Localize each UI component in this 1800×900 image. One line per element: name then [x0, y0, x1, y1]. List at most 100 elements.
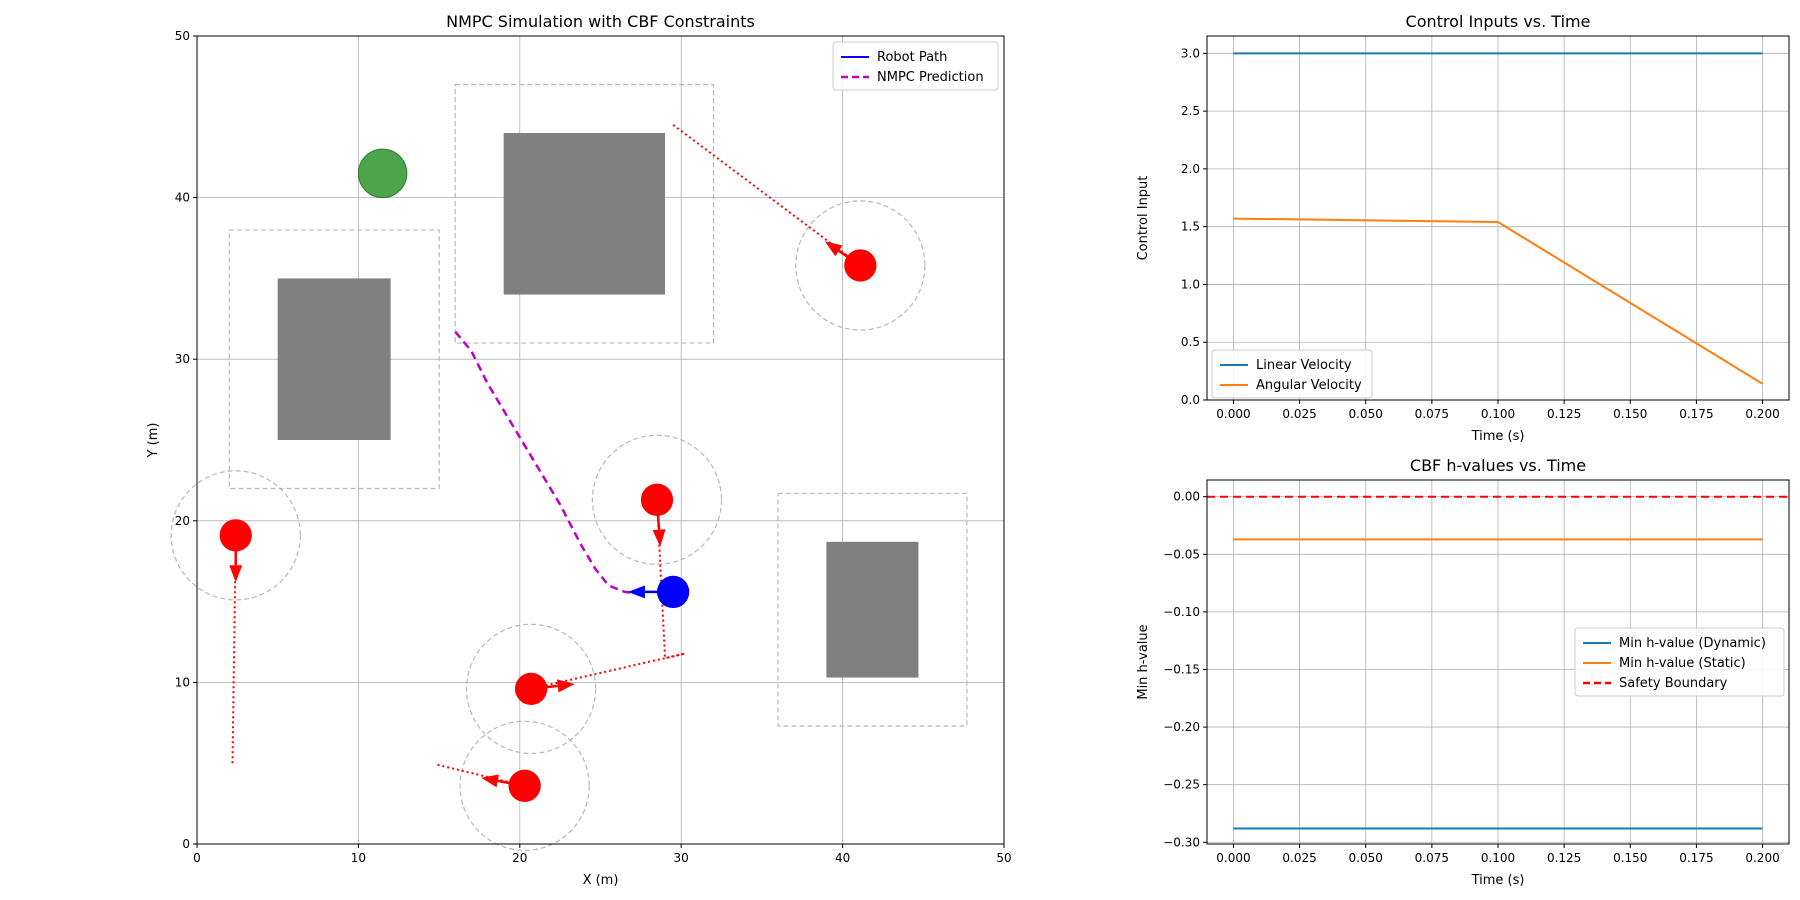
y-axis-label: Control Input: [1136, 176, 1151, 261]
legend: Robot Path NMPC Prediction: [832, 41, 999, 91]
legend-label: Min h-value (Dynamic): [1619, 636, 1766, 651]
static-obstacle: [826, 541, 919, 678]
x-tick-label: 50: [996, 851, 1011, 865]
y-tick-label: 0.0: [1181, 393, 1200, 407]
legend: Linear Velocity Angular Velocity: [1211, 349, 1373, 399]
simulation-panel: 0 10 20 30 40 50 0 10 20 30 40 50 NMPC Simulation w…: [146, 12, 1012, 888]
x-axis-label: Time (s): [1471, 429, 1525, 444]
obstacle-velocity-arrow-head: [824, 241, 843, 257]
x-tick-label: 30: [674, 851, 689, 865]
x-tick-label: 0.000: [1216, 851, 1250, 865]
legend-label: Linear Velocity: [1256, 358, 1352, 373]
nmpc-prediction-line: [454, 330, 641, 595]
dynamic-obstacles: [170, 124, 926, 851]
safety-radius-circle: [459, 720, 590, 851]
tick-labels: 0.000 0.025 0.050 0.075 0.100 0.125 0.150 0.175…: [1163, 490, 1780, 865]
obstacle-velocity-arrow-shaft: [838, 249, 862, 267]
x-axis-label: X (m): [583, 873, 619, 888]
static-obstacle: [277, 278, 391, 440]
y-tick-label: −0.15: [1163, 662, 1200, 676]
obstacle-trajectory: [530, 652, 687, 690]
y-tick-label: 2.0: [1181, 162, 1200, 176]
x-tick-label: 0.125: [1547, 851, 1581, 865]
obstacle-velocity-arrow-shaft: [497, 779, 525, 788]
y-tick-label: 0.5: [1181, 335, 1200, 349]
x-tick-label: 0.200: [1745, 851, 1779, 865]
y-tick-label: −0.30: [1163, 835, 1200, 849]
y-tick-label: 50: [175, 29, 190, 43]
x-tick-label: 0.150: [1613, 407, 1647, 421]
y-axis-label: Min h-value: [1136, 624, 1151, 699]
y-tick-label: −0.20: [1163, 720, 1200, 734]
safety-margin-rect: [228, 229, 440, 490]
x-tick-label: 0.125: [1547, 407, 1581, 421]
obstacle-velocity-arrow-head: [229, 565, 243, 583]
safety-radius-circle: [795, 200, 926, 331]
chart-title: NMPC Simulation with CBF Constraints: [446, 12, 755, 31]
chart-title: CBF h-values vs. Time: [1410, 456, 1586, 475]
y-tick-label: 10: [175, 675, 190, 689]
y-tick-label: −0.05: [1163, 547, 1200, 561]
grid: [1207, 36, 1789, 401]
legend-label: Angular Velocity: [1256, 378, 1362, 393]
legend-box: [1574, 627, 1785, 697]
y-tick-label: 1.5: [1181, 220, 1200, 234]
series-line: [1233, 217, 1764, 385]
x-tick-label: 0.075: [1415, 851, 1449, 865]
x-tick-label: 0.000: [1216, 407, 1250, 421]
obstacle-velocity-arrow-head: [557, 679, 575, 693]
legend-label: Safety Boundary: [1619, 676, 1728, 691]
x-tick-label: 0.075: [1415, 407, 1449, 421]
obstacle-velocity-arrow-head: [481, 774, 499, 788]
x-tick-label: 0.175: [1679, 851, 1713, 865]
control-inputs-panel: 0.000 0.025 0.050 0.075 0.100 0.125 0.150 0.175…: [1136, 12, 1790, 444]
y-tick-label: 30: [175, 352, 190, 366]
y-tick-label: 1.0: [1181, 277, 1200, 291]
tick-labels: 0 10 20 30 40 50 0 10 20 30 40 50: [175, 29, 1012, 865]
safety-radius-circle: [591, 434, 723, 565]
y-tick-label: 40: [175, 191, 190, 205]
x-tick-label: 0.050: [1349, 851, 1383, 865]
legend-box: [832, 41, 999, 91]
x-tick-label: 0.200: [1745, 407, 1779, 421]
x-tick-label: 20: [512, 851, 527, 865]
y-tick-label: −0.25: [1163, 778, 1200, 792]
series-layer: [1233, 52, 1764, 385]
x-tick-label: 0.100: [1481, 407, 1515, 421]
y-tick-label: 3.0: [1181, 46, 1200, 60]
static-obstacles: [228, 83, 968, 727]
safety-margin-rect: [777, 492, 968, 727]
robot-heading-arrow-head: [627, 585, 645, 599]
x-tick-label: 0.150: [1613, 851, 1647, 865]
series-layer: [1207, 495, 1789, 830]
legend-label: Robot Path: [877, 50, 947, 65]
obstacle-velocity-arrow-head: [652, 529, 666, 547]
x-tick-label: 0.175: [1679, 407, 1713, 421]
x-tick-label: 0.025: [1282, 851, 1316, 865]
y-tick-label: 20: [175, 514, 190, 528]
x-tick-label: 40: [835, 851, 850, 865]
x-tick-label: 0.050: [1349, 407, 1383, 421]
legend-box: [1211, 349, 1373, 399]
legend-label: NMPC Prediction: [877, 70, 984, 85]
x-tick-label: 0.100: [1481, 851, 1515, 865]
obstacle-velocity-arrow-shaft: [530, 684, 558, 691]
static-obstacle: [503, 132, 666, 295]
safety-margin-rect: [454, 83, 715, 344]
y-tick-label: −0.10: [1163, 605, 1200, 619]
y-tick-label: 2.5: [1181, 104, 1200, 118]
axes-frame: [196, 35, 1005, 845]
cbf-values-panel: 0.000 0.025 0.050 0.075 0.100 0.125 0.150 0.175…: [1136, 456, 1790, 888]
x-tick-label: 0.025: [1282, 407, 1316, 421]
x-axis-label: Time (s): [1471, 873, 1525, 888]
legend-label: Min h-value (Static): [1619, 656, 1746, 671]
safety-radius-circle: [170, 470, 301, 601]
obstacle-velocity-arrow-shaft: [655, 499, 661, 530]
series-layer: [357, 148, 690, 609]
goal-marker: [357, 148, 408, 199]
y-tick-label: 0: [182, 837, 190, 851]
y-tick-label: 0.00: [1173, 490, 1200, 504]
safety-radius-circle: [465, 623, 597, 755]
